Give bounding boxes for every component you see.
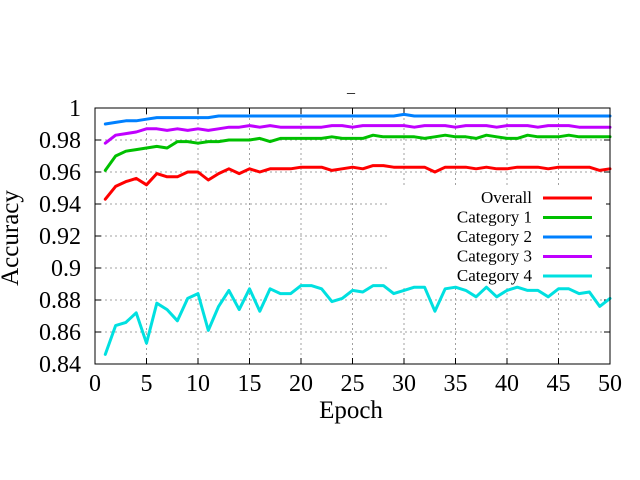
x-tick-label: 5 [141, 371, 153, 397]
y-tick-label: 0.92 [39, 224, 81, 250]
x-tick-label: 50 [598, 371, 622, 397]
y-tick-label: 0.84 [39, 352, 81, 378]
series-line-category-3 [103, 124, 612, 145]
legend-label: Overall [481, 188, 532, 207]
x-tick-label: 30 [392, 371, 416, 397]
series-line-category-4 [103, 284, 612, 356]
legend-label: Category 1 [457, 208, 532, 227]
x-axis-ticks: 0 5 10 15 20 25 30 35 40 45 50 [89, 108, 622, 397]
y-axis-ticks: 0.84 0.86 0.88 0.9 0.92 0.94 0.96 0.98 1 [39, 96, 610, 378]
x-tick-label: 0 [89, 371, 101, 397]
y-tick-label: 0.86 [39, 320, 81, 346]
x-tick-label: 20 [289, 371, 313, 397]
legend-label: Category 2 [457, 227, 532, 246]
y-tick-label: 0.96 [39, 160, 81, 186]
grid-lines [95, 108, 610, 364]
y-tick-label: 1 [69, 96, 81, 122]
x-tick-label: 25 [341, 371, 365, 397]
x-tick-label: 10 [186, 371, 210, 397]
plot-frame [94, 107, 611, 365]
series-lines [103, 112, 612, 356]
chart-title: _ [346, 79, 356, 96]
y-tick-label: 0.9 [51, 256, 81, 282]
legend-label: Category 4 [457, 266, 533, 285]
y-axis-label: Accuracy [0, 190, 24, 286]
x-axis-label: Epoch [319, 397, 383, 424]
legend-label: Category 3 [457, 247, 532, 266]
series-line-overall [103, 164, 612, 201]
y-tick-label: 0.88 [39, 288, 81, 314]
x-tick-label: 35 [444, 371, 468, 397]
y-tick-label: 0.98 [39, 128, 81, 154]
x-tick-label: 45 [547, 371, 571, 397]
y-tick-label: 0.94 [39, 192, 81, 218]
series-line-category-2 [103, 112, 612, 126]
series-line-category-1 [103, 133, 612, 172]
x-tick-label: 15 [238, 371, 262, 397]
x-tick-label: 40 [495, 371, 519, 397]
